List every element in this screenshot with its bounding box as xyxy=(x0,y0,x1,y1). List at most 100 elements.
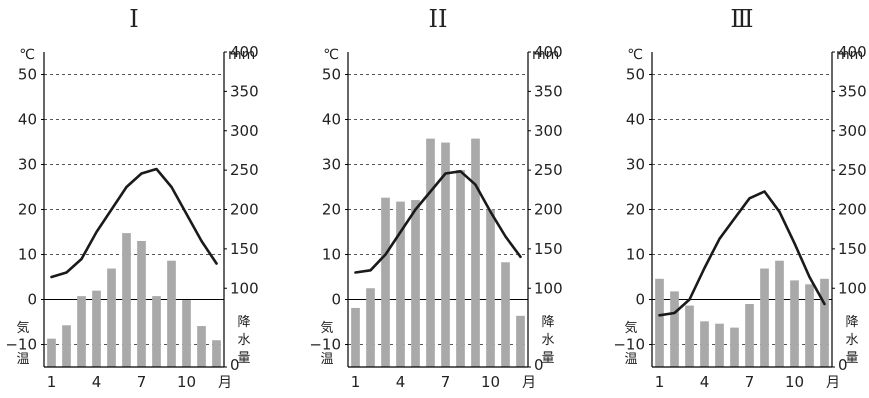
temp-tick-label: 50 xyxy=(626,66,645,84)
temp-tick-label: −10 xyxy=(5,336,37,354)
precip-axis-label-char: 水 xyxy=(845,333,858,348)
month-unit: 月 xyxy=(218,375,232,391)
precip-unit: mm xyxy=(836,47,863,63)
temp-tick-label: 30 xyxy=(626,156,645,174)
temp-tick-label: 10 xyxy=(322,246,341,264)
month-unit: 月 xyxy=(826,375,840,391)
temp-tick-label: 50 xyxy=(322,66,341,84)
chart-title: I xyxy=(129,5,138,33)
precip-axis-label-char: 降 xyxy=(845,315,858,330)
precip-bar xyxy=(486,209,495,367)
precip-tick-label: 400 xyxy=(230,43,259,61)
chart-panel-2: II −10 0 10 20 30 40 50 0 100 150 200 250 300 350 400 ℃ m… xyxy=(309,5,562,391)
month-tick-label: 4 xyxy=(92,373,102,391)
chart-panel-3: Ⅲ −10 0 10 20 30 40 50 0 100 150 200 250 300 350 400 ℃ mm… xyxy=(613,5,866,391)
temp-tick-label: 40 xyxy=(18,111,37,129)
precip-bar xyxy=(745,304,754,367)
temp-axis-label-char: 温 xyxy=(624,352,637,367)
precip-tick-label: 200 xyxy=(230,201,259,219)
precip-bar xyxy=(805,284,814,367)
temp-axis-label-char: 気 xyxy=(624,320,637,336)
temp-tick-label: −10 xyxy=(613,336,645,354)
precip-bar xyxy=(715,323,724,367)
precip-bar xyxy=(366,288,375,367)
chart-title: II xyxy=(429,5,448,33)
precip-bar xyxy=(820,278,829,367)
precip-bar xyxy=(122,233,131,367)
temp-unit: ℃ xyxy=(627,47,643,63)
precip-bar xyxy=(381,197,390,367)
precip-axis-label-char: 降 xyxy=(541,315,554,330)
precip-bar xyxy=(197,326,206,367)
precip-tick-label: 250 xyxy=(838,161,867,179)
month-tick-label: 7 xyxy=(745,373,755,391)
precip-bar xyxy=(790,280,799,367)
temperature-line xyxy=(658,190,826,317)
month-tick-label: 10 xyxy=(785,373,804,391)
temperature-line xyxy=(50,167,218,279)
temp-tick-label: 20 xyxy=(626,201,645,219)
precip-bar xyxy=(516,315,525,367)
chart-title: Ⅲ xyxy=(730,5,753,33)
month-tick-label: 1 xyxy=(351,373,361,391)
precip-bar xyxy=(351,307,360,367)
precip-axis-label-char: 量 xyxy=(237,351,250,366)
precip-tick-label: 300 xyxy=(838,122,867,140)
temp-tick-label: 40 xyxy=(322,111,341,129)
precip-tick-label: 100 xyxy=(230,279,259,297)
temp-unit: ℃ xyxy=(19,47,35,63)
temp-axis-label-char: 温 xyxy=(16,352,29,367)
precip-tick-label: 400 xyxy=(534,43,563,61)
precip-bar xyxy=(441,142,450,367)
temp-tick-label: 50 xyxy=(18,66,37,84)
month-tick-label: 4 xyxy=(700,373,710,391)
precip-tick-label: 100 xyxy=(534,279,563,297)
precip-tick-label: 250 xyxy=(230,161,259,179)
temp-tick-label: 20 xyxy=(322,201,341,219)
precip-tick-label: 300 xyxy=(534,122,563,140)
precip-axis-label-char: 水 xyxy=(237,333,250,348)
precip-tick-label: 150 xyxy=(230,240,259,258)
month-tick-label: 7 xyxy=(441,373,451,391)
precip-bar xyxy=(396,201,405,367)
precip-tick-label: 0 xyxy=(838,356,848,374)
precip-tick-label: 0 xyxy=(230,356,240,374)
temp-unit: ℃ xyxy=(323,47,339,63)
precip-axis-label-char: 水 xyxy=(541,333,554,348)
precip-bar xyxy=(685,305,694,367)
precip-tick-label: 150 xyxy=(534,240,563,258)
precip-tick-label: 100 xyxy=(838,279,867,297)
precip-bar xyxy=(670,291,679,367)
precip-unit: mm xyxy=(228,47,255,63)
precip-tick-label: 350 xyxy=(534,82,563,100)
precip-tick-label: 200 xyxy=(838,201,867,219)
precip-tick-label: 200 xyxy=(534,201,563,219)
month-tick-label: 7 xyxy=(137,373,147,391)
temp-axis-label-char: 気 xyxy=(320,320,333,336)
temperature-line xyxy=(354,170,522,274)
precip-bar xyxy=(775,260,784,367)
precip-bar xyxy=(655,278,664,367)
temp-tick-label: 10 xyxy=(18,246,37,264)
precip-tick-label: 350 xyxy=(838,82,867,100)
precip-bar xyxy=(471,138,480,367)
precip-axis-label-char: 量 xyxy=(845,351,858,366)
precip-bar xyxy=(152,296,161,367)
temp-tick-label: 0 xyxy=(635,291,645,309)
precip-bar xyxy=(77,296,86,367)
temp-tick-label: −10 xyxy=(309,336,341,354)
precip-bar xyxy=(62,325,71,367)
precip-bar xyxy=(456,170,465,367)
precip-bar xyxy=(501,262,510,367)
temp-tick-label: 20 xyxy=(18,201,37,219)
precip-bar xyxy=(212,340,221,367)
precip-tick-label: 0 xyxy=(534,356,544,374)
precip-axis-label-char: 量 xyxy=(541,351,554,366)
month-tick-label: 4 xyxy=(396,373,406,391)
precip-bar xyxy=(411,200,420,367)
temp-tick-label: 30 xyxy=(322,156,341,174)
precip-bar xyxy=(730,327,739,367)
precip-bar xyxy=(182,300,191,367)
precip-bar xyxy=(167,260,176,367)
